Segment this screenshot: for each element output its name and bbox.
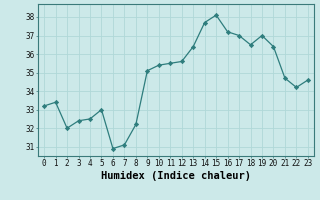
- X-axis label: Humidex (Indice chaleur): Humidex (Indice chaleur): [101, 171, 251, 181]
